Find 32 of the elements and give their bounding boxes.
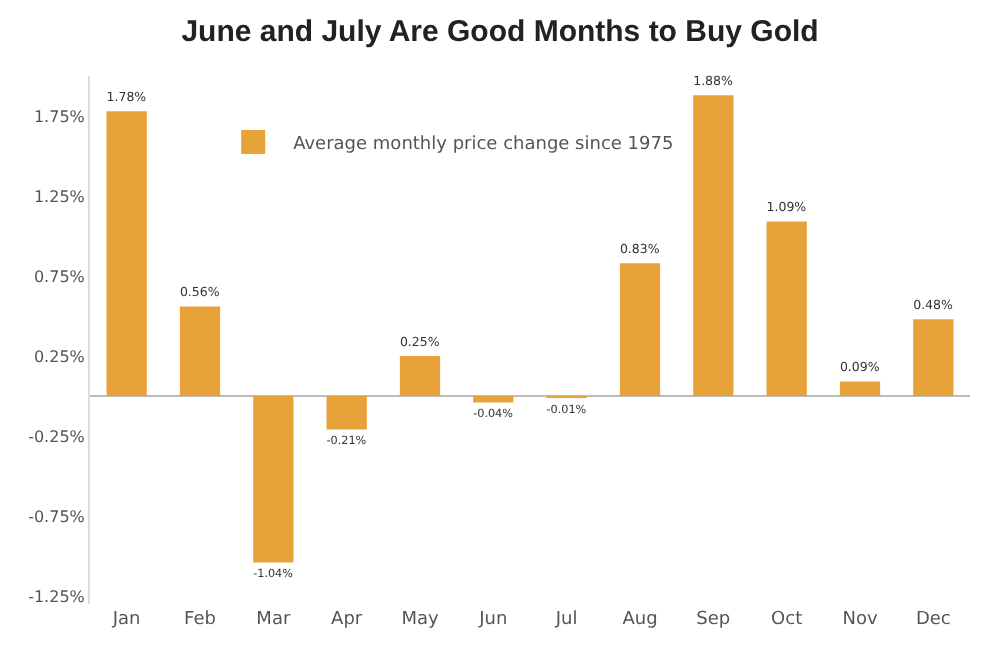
bar [839,381,881,396]
bar [179,306,221,396]
x-tick-label: Apr [331,610,363,630]
y-tick-label: 0.25% [33,347,86,366]
y-tick-label: -0.75% [28,507,86,526]
y-tick-label: 1.25% [33,187,86,206]
x-tick-label: May [401,610,440,630]
x-tick-label: Nov [842,610,879,630]
chart-title: June and July Are Good Months to Buy Gold [181,14,819,49]
x-tick-label: Dec [915,610,951,630]
bar [619,263,661,396]
legend-label: Average monthly price change since 1975 [293,134,674,155]
bar [693,95,734,396]
x-tick-label: Mar [256,610,291,630]
bar [399,356,441,396]
bar [913,319,954,396]
y-tick-label: -0.25% [28,427,86,446]
bar [766,221,807,396]
bar [473,396,514,403]
x-tick-label: Jun [477,610,508,630]
x-tick-label: Feb [184,610,217,630]
x-tick-label: Jul [553,610,578,630]
bar [326,396,367,430]
x-tick-label: Oct [771,610,804,630]
bar [253,396,294,563]
x-tick-label: Jan [110,610,141,630]
x-tick-label: Sep [696,610,731,630]
bar [106,111,147,396]
x-tick-label: Aug [622,610,658,630]
y-tick-label: 1.75% [33,107,86,126]
y-tick-label: 0.75% [33,267,86,286]
y-tick-label: -1.25% [28,587,86,606]
